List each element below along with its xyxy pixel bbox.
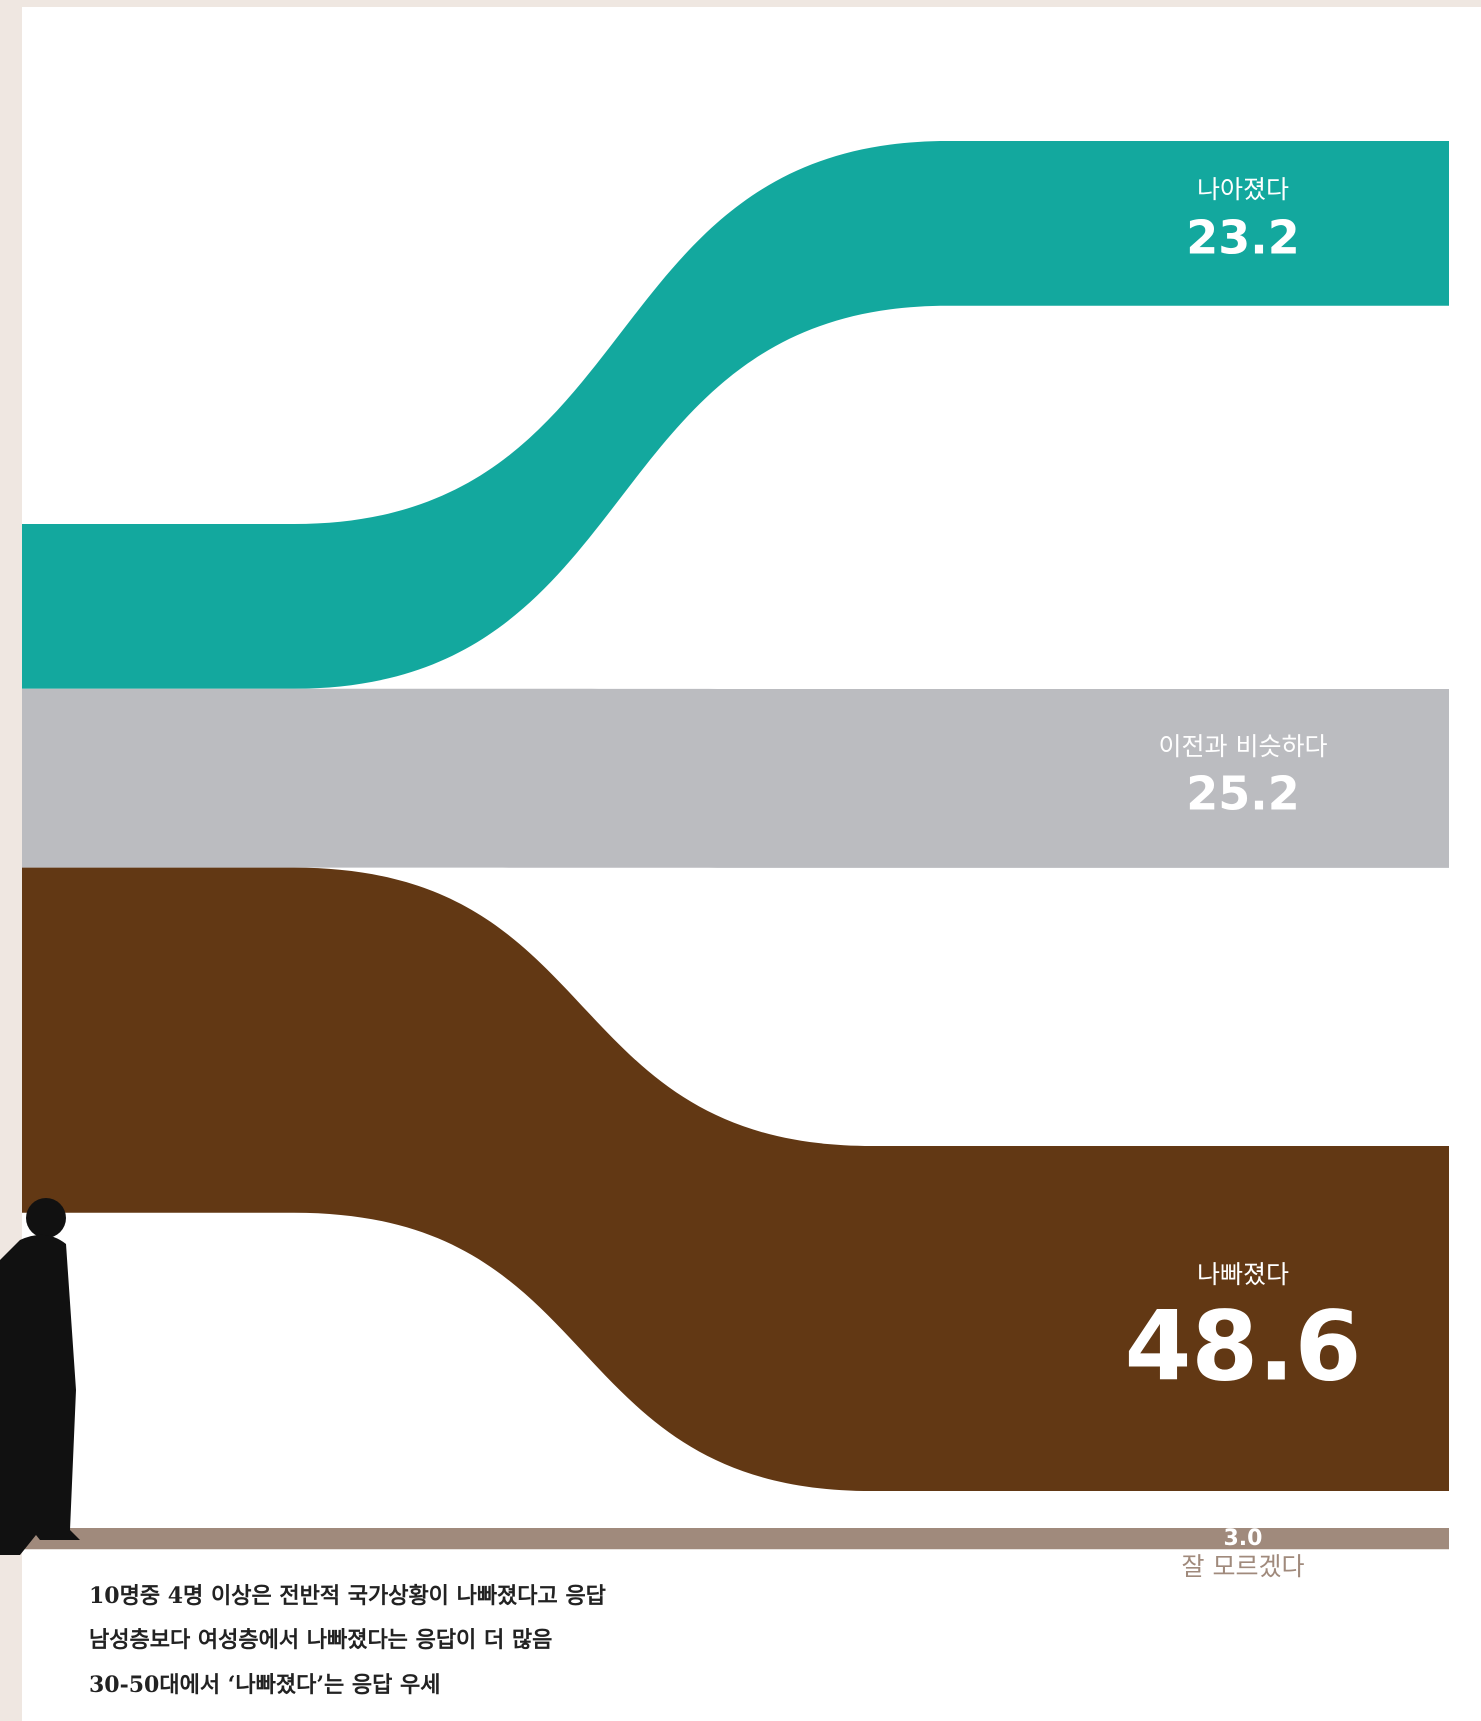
category-label: 나빠졌다 [1197,1260,1289,1289]
flow-band [22,688,1449,868]
flow-band [22,141,1449,689]
note: 30-50대에서 ‘나빠졌다’는 응답 우세 [89,1672,441,1698]
value-label: 25.2 [1186,767,1300,821]
value-label: 3.0 [1224,1526,1263,1551]
person-figure [0,1198,80,1555]
category-label: 잘 모르겠다 [1182,1552,1305,1581]
category-label: 이전과 비슷하다 [1159,732,1328,761]
category-label: 나아졌다 [1197,175,1289,204]
flow-band [22,867,1449,1492]
flow-band [22,1528,1449,1550]
note: 10명중 4명 이상은 전반적 국가상황이 나빠졌다고 응답 [89,1583,606,1609]
note: 남성층보다 여성층에서 나빠졌다는 응답이 더 많음 [89,1627,552,1653]
value-label: 48.6 [1125,1290,1362,1402]
value-label: 23.2 [1186,211,1300,265]
